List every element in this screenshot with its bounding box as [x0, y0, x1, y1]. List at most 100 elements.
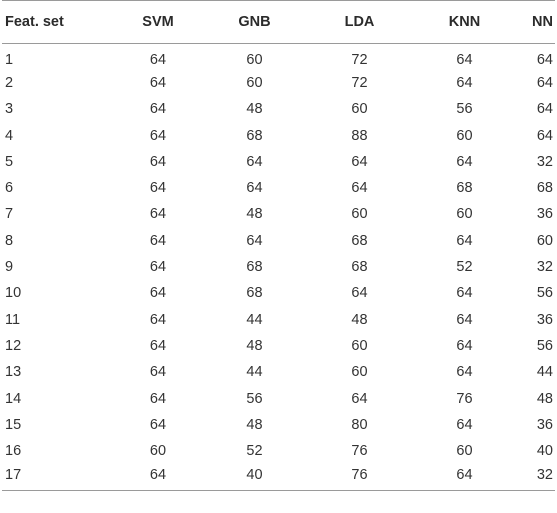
- feat-set-cell: 7: [5, 206, 14, 223]
- nn-cell: 32: [536, 259, 553, 276]
- knn-cell: 52: [456, 259, 473, 276]
- svm-cell: 64: [149, 180, 167, 197]
- knn-cell: 64: [456, 416, 473, 433]
- nn-cell: 48: [536, 390, 553, 407]
- table-row: 9 64 68 68 52 32: [2, 254, 555, 280]
- lda-cell: 68: [351, 259, 368, 276]
- feat-set-cell: 1: [5, 51, 14, 68]
- table-row: 7 64 48 60 60 36: [2, 201, 555, 227]
- gnb-cell: 48: [246, 416, 263, 433]
- nn-cell: 36: [536, 206, 553, 223]
- table-row: 16 60 52 76 60 40: [2, 438, 555, 464]
- lda-cell: 60: [351, 101, 368, 118]
- knn-cell: 68: [456, 180, 473, 197]
- feat-set-cell: 10: [5, 285, 22, 302]
- knn-cell: 76: [456, 390, 473, 407]
- table-row: 17 64 40 76 64 32: [2, 464, 555, 492]
- header-nn: NN: [517, 0, 555, 44]
- gnb-cell: 60: [246, 74, 263, 91]
- nn-cell: 64: [536, 74, 553, 91]
- table-header: Feat. set SVM GNB LDA KNN NN: [2, 0, 555, 44]
- nn-cell: 56: [536, 337, 553, 354]
- gnb-cell: 60: [246, 51, 263, 68]
- knn-cell: 64: [412, 464, 517, 492]
- svm-cell: 64: [149, 101, 167, 118]
- knn-cell: 60: [456, 206, 473, 223]
- svm-cell: 64: [149, 127, 167, 144]
- table-row: 11 64 44 48 64 36: [2, 306, 555, 332]
- nn-cell: 32: [536, 153, 553, 170]
- svm-cell: 64: [149, 364, 167, 381]
- feat-set-cell: 4: [5, 127, 14, 144]
- gnb-cell: 68: [246, 259, 263, 276]
- gnb-cell: 68: [246, 127, 263, 144]
- lda-cell: 72: [351, 51, 368, 68]
- svm-cell: 64: [149, 259, 167, 276]
- gnb-cell: 44: [246, 311, 263, 328]
- results-table: Feat. set SVM GNB LDA KNN NN 1 64 60 72 64 64…: [2, 0, 555, 492]
- nn-cell: 64: [536, 51, 553, 68]
- lda-cell: 80: [351, 416, 368, 433]
- knn-cell: 60: [456, 443, 473, 460]
- knn-cell: 64: [456, 364, 473, 381]
- knn-cell: 64: [456, 232, 473, 249]
- table-row: 13 64 44 60 64 44: [2, 359, 555, 385]
- feat-set-cell: 12: [5, 337, 22, 354]
- knn-cell: 60: [456, 127, 473, 144]
- lda-cell: 64: [351, 390, 368, 407]
- svm-cell: 64: [149, 232, 167, 249]
- knn-cell: 64: [456, 311, 473, 328]
- lda-cell: 64: [351, 180, 368, 197]
- lda-cell: 60: [351, 364, 368, 381]
- feat-set-cell: 2: [5, 74, 14, 91]
- nn-cell: 68: [536, 180, 553, 197]
- feat-set-cell: 5: [5, 153, 14, 170]
- table-row: 15 64 48 80 64 36: [2, 412, 555, 438]
- lda-cell: 60: [351, 337, 368, 354]
- gnb-cell: 64: [246, 153, 263, 170]
- gnb-cell: 48: [246, 337, 263, 354]
- table-row: 6 64 64 64 68 68: [2, 175, 555, 201]
- nn-cell: 56: [536, 285, 553, 302]
- feat-set-cell: 17: [2, 464, 114, 492]
- feat-set-cell: 15: [5, 416, 22, 433]
- table-row: 2 64 60 72 64 64: [2, 70, 555, 96]
- header-feat-set: Feat. set: [2, 0, 114, 44]
- feat-set-cell: 6: [5, 180, 14, 197]
- gnb-cell: 40: [202, 464, 307, 492]
- table-row: 8 64 64 68 64 60: [2, 228, 555, 254]
- svm-cell: 64: [149, 285, 167, 302]
- lda-cell: 64: [351, 153, 368, 170]
- svm-cell: 64: [149, 153, 167, 170]
- header-lda: LDA: [307, 0, 412, 44]
- svm-cell: 64: [114, 464, 202, 492]
- table-row: 3 64 48 60 56 64: [2, 96, 555, 122]
- knn-cell: 56: [456, 101, 473, 118]
- table-row: 14 64 56 64 76 48: [2, 385, 555, 411]
- svm-cell: 64: [149, 74, 167, 91]
- feat-set-cell: 9: [5, 259, 14, 276]
- lda-cell: 72: [351, 74, 368, 91]
- nn-cell: 36: [536, 416, 553, 433]
- gnb-cell: 68: [246, 285, 263, 302]
- table-body: 1 64 60 72 64 64 2 64 60 72 64 64 3 64 48 60 56 64 4 64 68 88…: [2, 44, 555, 492]
- knn-cell: 64: [456, 285, 473, 302]
- knn-cell: 64: [456, 74, 473, 91]
- gnb-cell: 64: [246, 232, 263, 249]
- svm-cell: 64: [149, 416, 167, 433]
- header-gnb: GNB: [202, 0, 307, 44]
- svm-cell: 64: [149, 51, 167, 68]
- table-row: 4 64 68 88 60 64: [2, 122, 555, 148]
- svm-cell: 60: [149, 443, 167, 460]
- nn-cell: 64: [536, 101, 553, 118]
- nn-cell: 60: [536, 232, 553, 249]
- gnb-cell: 48: [246, 101, 263, 118]
- feat-set-cell: 13: [5, 364, 22, 381]
- lda-cell: 48: [351, 311, 368, 328]
- nn-cell: 32: [517, 464, 555, 492]
- gnb-cell: 56: [246, 390, 263, 407]
- gnb-cell: 64: [246, 180, 263, 197]
- feat-set-cell: 11: [5, 311, 21, 328]
- lda-cell: 60: [351, 206, 368, 223]
